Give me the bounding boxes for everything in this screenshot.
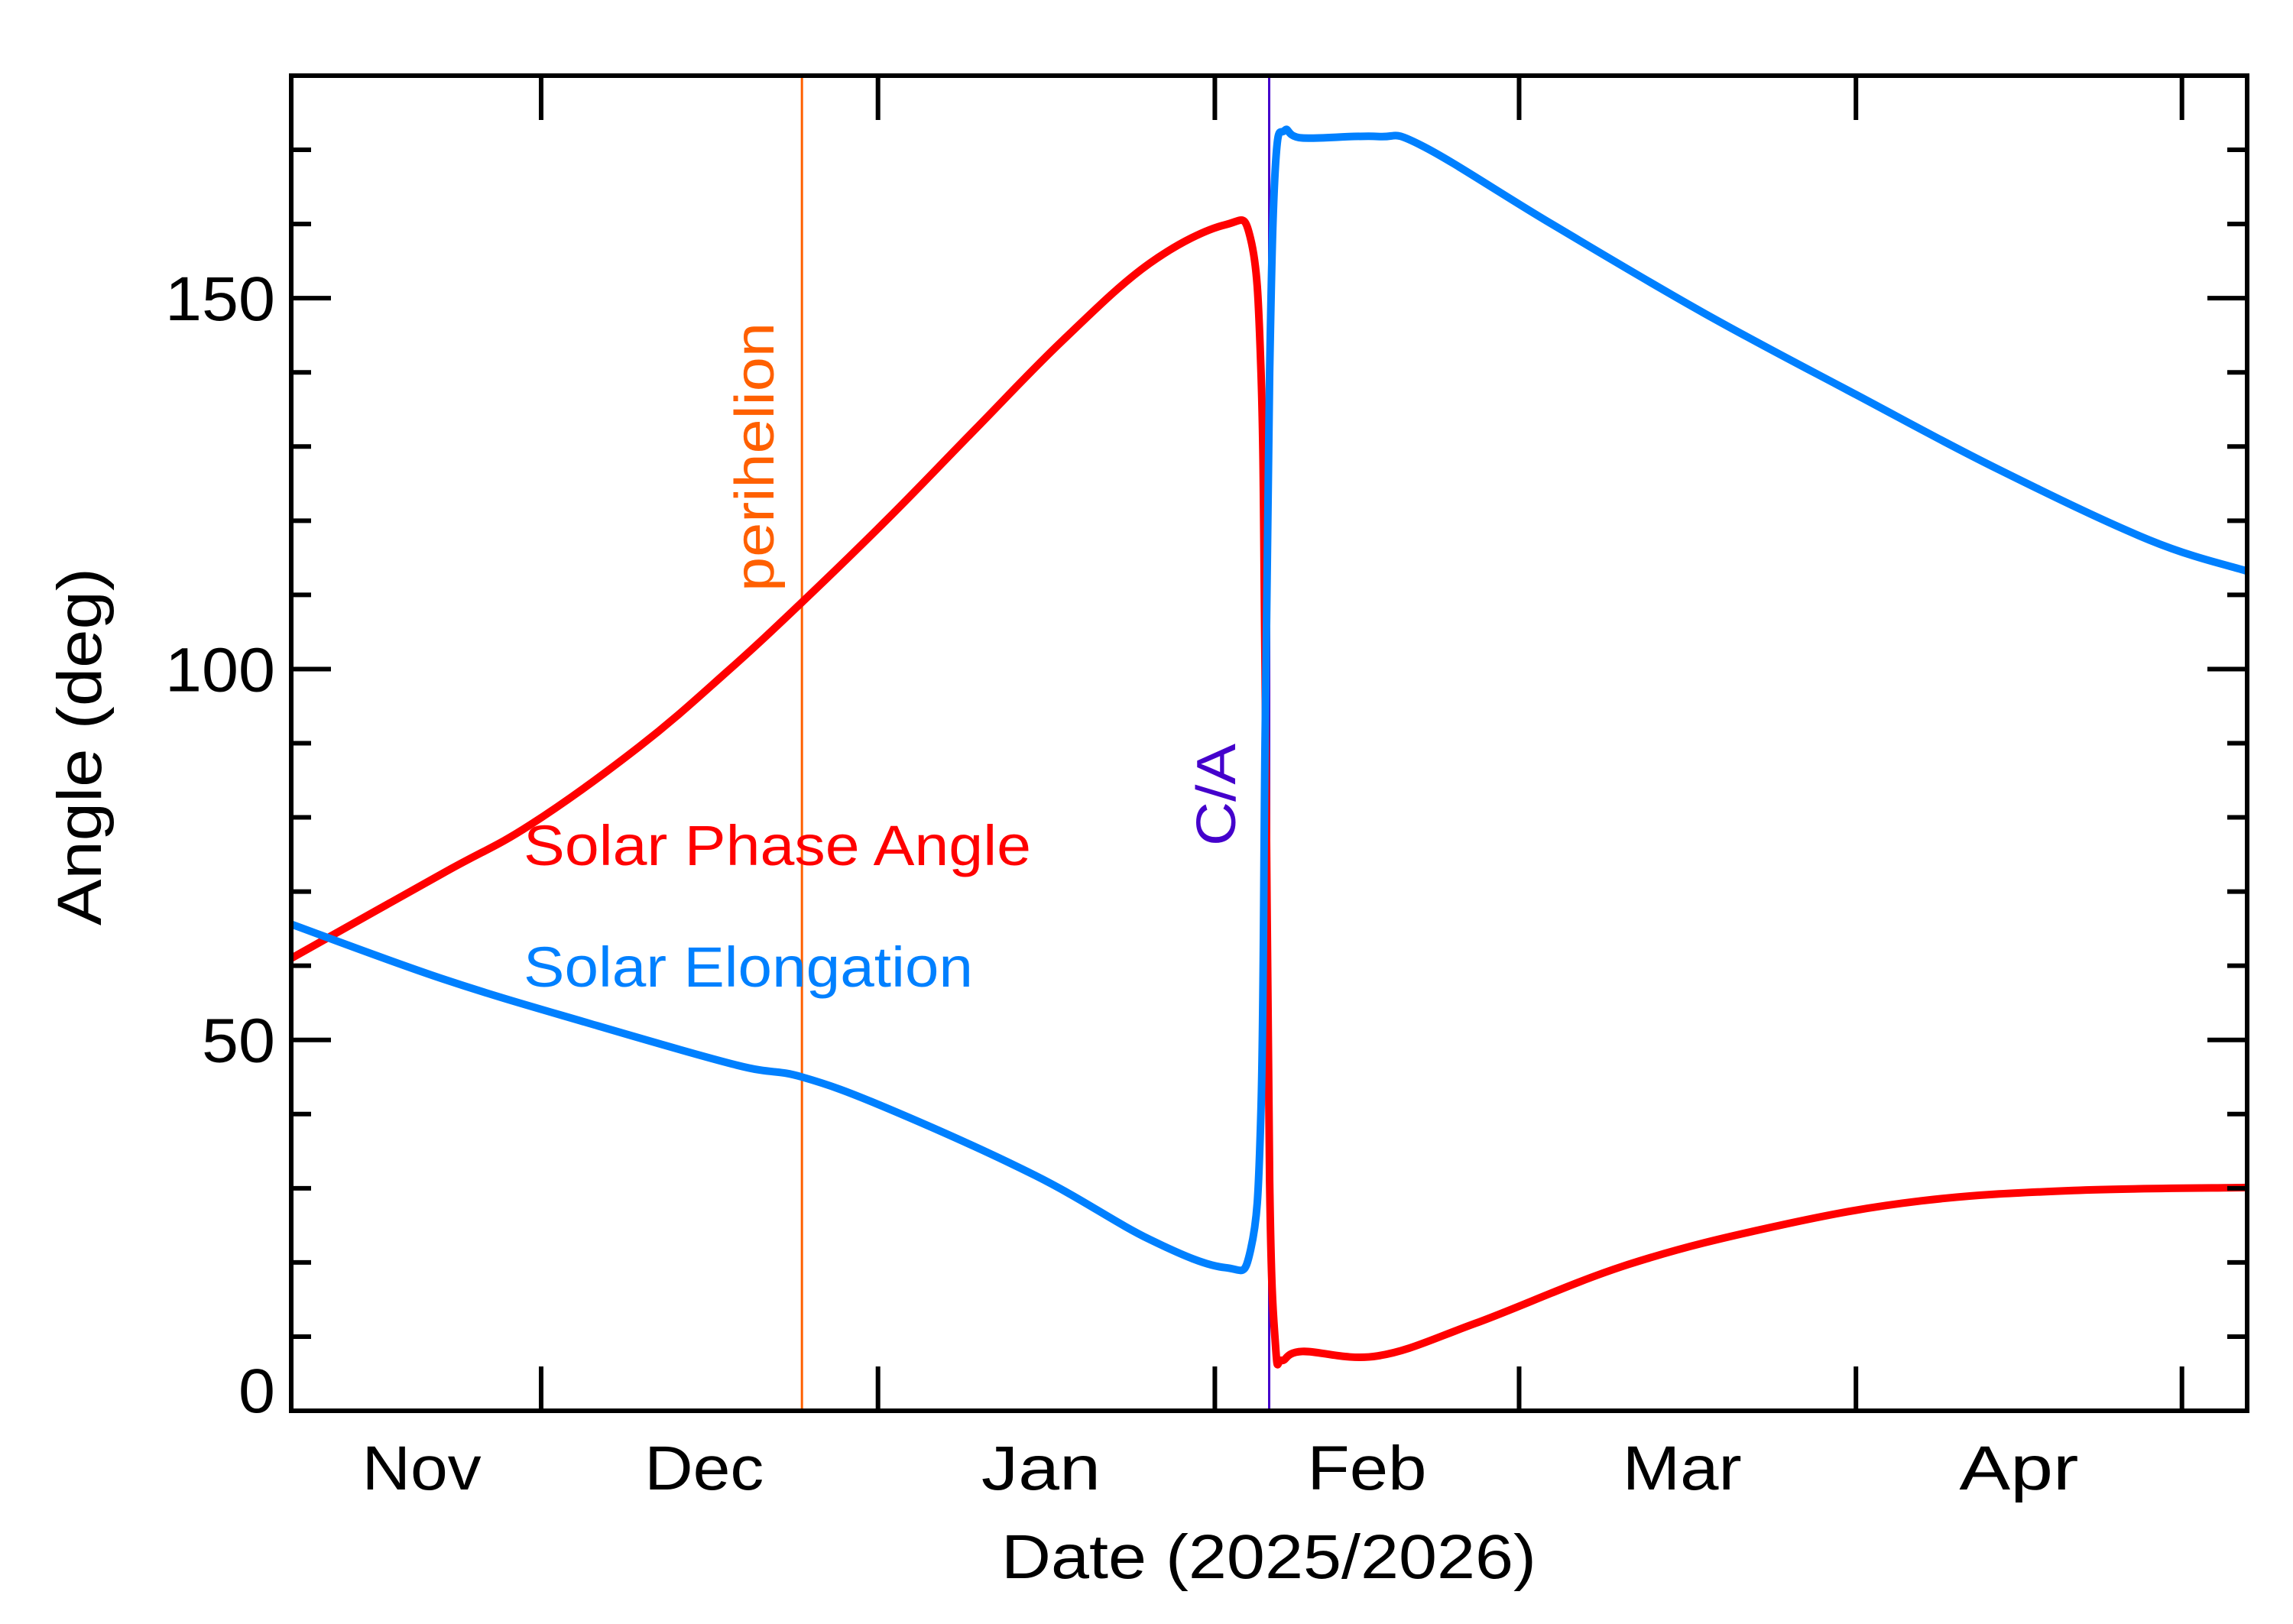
series-line-solar-elongation: [290, 125, 2249, 1275]
x-tick-label: Nov: [362, 1434, 482, 1503]
legend-solar-elongation: Solar Elongation: [524, 935, 973, 999]
x-axis-title: Date (2025/2026): [1001, 1522, 1536, 1592]
annotation-lines: [800, 76, 1270, 1411]
y-axis-title: Angle (deg): [45, 568, 115, 925]
x-tick-label: Dec: [644, 1434, 764, 1503]
y-tick-label: 100: [165, 635, 275, 705]
x-tick-label: Apr: [1959, 1434, 2078, 1503]
x-tick-label: Mar: [1623, 1434, 1742, 1503]
x-tick-labels: Nov Dec Jan Feb Mar Apr: [362, 1434, 2079, 1503]
y-tick-label: 0: [238, 1357, 275, 1426]
y-tick-labels: 0 50 100 150: [165, 264, 275, 1426]
x-tick-label: Jan: [981, 1434, 1101, 1503]
series-line-solar-phase-angle: [289, 216, 2248, 1369]
axis-ticks: [291, 76, 2247, 1411]
y-tick-label: 150: [165, 264, 275, 334]
series-lines: [289, 125, 2249, 1369]
perihelion-label: perihelion: [725, 323, 786, 592]
x-tick-label: Feb: [1307, 1434, 1426, 1503]
y-tick-label: 50: [202, 1006, 275, 1076]
ca-label: C/A: [1186, 744, 1247, 846]
legend-solar-phase-angle: Solar Phase Angle: [524, 814, 1031, 877]
